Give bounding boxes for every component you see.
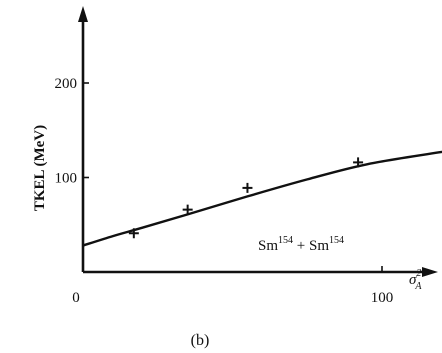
x-axis-label-subscript: A: [414, 281, 422, 292]
x-axis-arrow: [422, 267, 438, 277]
data-point: [242, 182, 253, 193]
series: [82, 150, 442, 247]
annotation-left-superscript: 154: [278, 235, 293, 246]
annotation-right: Sm: [309, 238, 329, 254]
annotation-right-superscript: 154: [329, 235, 344, 246]
y-axis-label: TKEL (MeV): [32, 125, 48, 211]
y-axis-arrow: [78, 6, 88, 22]
y-tick-label: 200: [55, 76, 78, 92]
x-axis-label-superscript: 2: [416, 268, 421, 279]
annotation-joiner: +: [293, 238, 309, 254]
x-axis-label-symbol: σ: [409, 272, 417, 288]
annotation-left: Sm: [258, 238, 278, 254]
reaction-annotation: Sm154 + Sm154: [258, 235, 344, 254]
axes: [78, 6, 438, 277]
figure-caption: (b): [191, 332, 210, 349]
fit-curve: [82, 150, 442, 247]
y-tick-label: 100: [55, 171, 78, 187]
ticks: 0100200300100200: [55, 76, 394, 306]
data-point: [182, 204, 193, 215]
x-axis-label: σ2 A: [409, 268, 422, 292]
x-tick-label: 100: [371, 290, 394, 306]
x-tick-label: 0: [72, 290, 80, 306]
